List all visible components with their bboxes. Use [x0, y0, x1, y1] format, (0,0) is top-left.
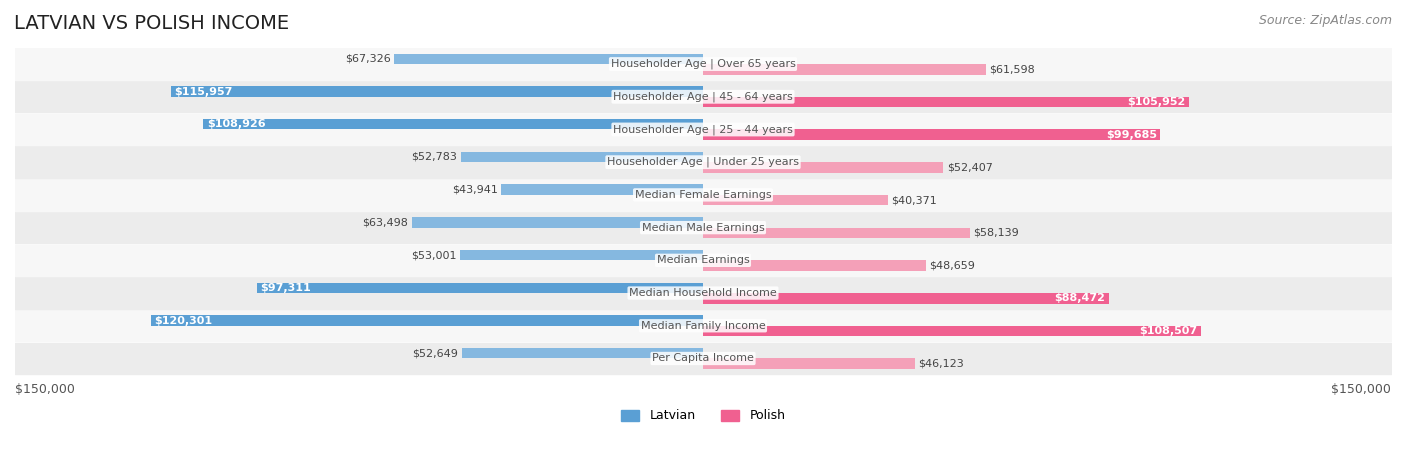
Text: Median Earnings: Median Earnings — [657, 255, 749, 265]
Text: $46,123: $46,123 — [918, 359, 963, 369]
Text: $63,498: $63,498 — [363, 218, 408, 227]
Text: $105,952: $105,952 — [1128, 97, 1185, 107]
Bar — [703, 227, 970, 238]
Text: Per Capita Income: Per Capita Income — [652, 354, 754, 363]
Bar — [703, 293, 1109, 304]
Text: $99,685: $99,685 — [1105, 130, 1157, 140]
Bar — [703, 97, 1189, 107]
Legend: Latvian, Polish: Latvian, Polish — [616, 404, 790, 427]
Bar — [412, 217, 703, 227]
Text: $150,000: $150,000 — [15, 383, 75, 396]
Text: $43,941: $43,941 — [453, 184, 498, 195]
Text: $58,139: $58,139 — [973, 228, 1019, 238]
Bar — [461, 152, 703, 162]
Bar — [703, 162, 943, 173]
Text: Median Female Earnings: Median Female Earnings — [634, 190, 772, 200]
Text: $52,407: $52,407 — [946, 163, 993, 172]
Text: $115,957: $115,957 — [174, 86, 233, 97]
Text: $120,301: $120,301 — [155, 316, 212, 325]
Bar — [703, 64, 986, 75]
Text: Householder Age | 25 - 44 years: Householder Age | 25 - 44 years — [613, 124, 793, 134]
Text: $67,326: $67,326 — [344, 54, 391, 64]
Bar — [394, 54, 703, 64]
Bar — [172, 86, 703, 97]
Text: $61,598: $61,598 — [988, 64, 1035, 74]
Bar — [204, 119, 703, 129]
Text: $108,507: $108,507 — [1139, 326, 1198, 336]
Text: $88,472: $88,472 — [1054, 293, 1105, 303]
Bar — [461, 348, 703, 359]
Text: $40,371: $40,371 — [891, 195, 938, 205]
Bar — [703, 129, 1160, 140]
Bar — [460, 250, 703, 260]
Text: $48,659: $48,659 — [929, 261, 976, 270]
Text: Householder Age | Under 25 years: Householder Age | Under 25 years — [607, 157, 799, 168]
Text: $150,000: $150,000 — [1331, 383, 1391, 396]
Text: Median Household Income: Median Household Income — [628, 288, 778, 298]
Text: $52,649: $52,649 — [412, 348, 458, 358]
Text: $53,001: $53,001 — [411, 250, 457, 260]
Bar — [703, 359, 914, 369]
Text: $108,926: $108,926 — [207, 119, 266, 129]
Text: Median Family Income: Median Family Income — [641, 321, 765, 331]
Bar — [703, 195, 889, 205]
Bar — [257, 283, 703, 293]
Text: LATVIAN VS POLISH INCOME: LATVIAN VS POLISH INCOME — [14, 14, 290, 33]
Text: Householder Age | Over 65 years: Householder Age | Over 65 years — [610, 59, 796, 69]
Bar — [502, 184, 703, 195]
Bar — [703, 326, 1201, 336]
Text: $52,783: $52,783 — [412, 152, 457, 162]
Text: Source: ZipAtlas.com: Source: ZipAtlas.com — [1258, 14, 1392, 27]
Text: Median Male Earnings: Median Male Earnings — [641, 223, 765, 233]
Text: Householder Age | 45 - 64 years: Householder Age | 45 - 64 years — [613, 92, 793, 102]
Bar — [152, 315, 703, 326]
Text: $97,311: $97,311 — [260, 283, 311, 293]
Bar — [703, 260, 927, 271]
